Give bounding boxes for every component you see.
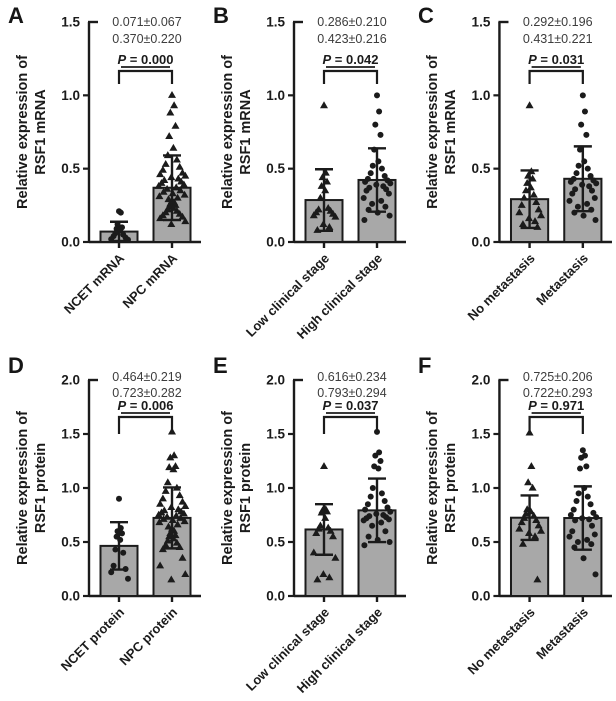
svg-text:1.0: 1.0 — [266, 88, 285, 103]
svg-text:0.5: 0.5 — [472, 535, 491, 550]
panel-c: C 0.0 0.5 1.0 1.5 No metastasis Metastasis 0.2… — [410, 0, 616, 350]
panel-b: B 0.0 0.5 1.0 1.5 Low clinical stage High cli… — [205, 0, 410, 350]
svg-text:Metastasis: Metastasis — [533, 251, 591, 309]
svg-text:NCET protein: NCET protein — [58, 604, 127, 673]
svg-text:1.0: 1.0 — [61, 88, 80, 103]
svg-text:0.0: 0.0 — [61, 589, 80, 604]
svg-text:0.431±0.221: 0.431±0.221 — [523, 32, 593, 46]
svg-text:Relative expression of: Relative expression of — [15, 55, 31, 209]
svg-text:0.0: 0.0 — [472, 235, 491, 250]
svg-text:0.725±0.206: 0.725±0.206 — [523, 370, 593, 384]
svg-text:0.370±0.220: 0.370±0.220 — [112, 32, 181, 46]
svg-text:NCET mRNA: NCET mRNA — [61, 250, 128, 317]
svg-text:P = 0.037: P = 0.037 — [322, 398, 378, 413]
svg-text:Relative expression of: Relative expression of — [15, 411, 31, 565]
svg-text:0.0: 0.0 — [266, 235, 285, 250]
svg-text:0.464±0.219: 0.464±0.219 — [112, 370, 181, 384]
svg-text:0.723±0.282: 0.723±0.282 — [112, 386, 181, 400]
svg-text:RSF1 mRNA: RSF1 mRNA — [443, 89, 459, 175]
svg-text:P = 0.006: P = 0.006 — [117, 398, 173, 413]
svg-text:1.5: 1.5 — [61, 427, 80, 442]
svg-text:0.5: 0.5 — [266, 535, 285, 550]
svg-text:1.0: 1.0 — [61, 481, 80, 496]
svg-text:2.0: 2.0 — [266, 373, 285, 388]
svg-text:NPC mRNA: NPC mRNA — [119, 250, 180, 311]
svg-text:P = 0.971: P = 0.971 — [528, 398, 584, 413]
panel-letter-e: E — [213, 353, 228, 378]
svg-text:0.0: 0.0 — [61, 235, 80, 250]
svg-text:0.423±0.216: 0.423±0.216 — [317, 32, 386, 46]
svg-text:0.0: 0.0 — [266, 589, 285, 604]
svg-text:2.0: 2.0 — [472, 373, 491, 388]
svg-text:P = 0.042: P = 0.042 — [322, 52, 378, 67]
svg-text:RSF1 protein: RSF1 protein — [238, 443, 254, 533]
panel-letter-a: A — [8, 3, 24, 28]
panel-d: D 0.0 0.5 1.0 1.5 2.0 NCET protein NPC protein… — [0, 350, 205, 701]
svg-text:Relative expression of: Relative expression of — [220, 55, 236, 209]
panel-letter-d: D — [8, 353, 24, 378]
svg-text:P = 0.000: P = 0.000 — [117, 52, 173, 67]
svg-text:No metastasis: No metastasis — [465, 251, 538, 324]
svg-text:RSF1 protein: RSF1 protein — [33, 443, 49, 533]
svg-text:0.616±0.234: 0.616±0.234 — [317, 370, 386, 384]
svg-text:1.5: 1.5 — [472, 15, 491, 30]
panel-a: A 0.0 0.5 1.0 1.5 NCET mRNA NPC mRNA 0.071±0.0… — [0, 0, 205, 350]
svg-text:RSF1 mRNA: RSF1 mRNA — [33, 89, 49, 175]
svg-text:1.0: 1.0 — [266, 481, 285, 496]
panel-f: F 0.0 0.5 1.0 1.5 2.0 No metastasis Metastasis… — [410, 350, 616, 701]
svg-text:Metastasis: Metastasis — [533, 605, 591, 663]
svg-text:0.5: 0.5 — [472, 161, 491, 176]
panel-letter-c: C — [418, 3, 434, 28]
svg-text:0.5: 0.5 — [61, 535, 80, 550]
svg-text:RSF1 protein: RSF1 protein — [443, 443, 459, 533]
svg-text:0.292±0.196: 0.292±0.196 — [523, 15, 593, 29]
svg-text:P = 0.031: P = 0.031 — [528, 52, 584, 67]
svg-text:1.5: 1.5 — [266, 15, 285, 30]
svg-text:1.5: 1.5 — [472, 427, 491, 442]
svg-text:0.0: 0.0 — [472, 589, 491, 604]
svg-text:0.071±0.067: 0.071±0.067 — [112, 15, 181, 29]
svg-text:1.0: 1.0 — [472, 481, 491, 496]
svg-text:1.5: 1.5 — [266, 427, 285, 442]
svg-text:0.5: 0.5 — [266, 161, 285, 176]
svg-text:0.286±0.210: 0.286±0.210 — [317, 15, 386, 29]
svg-text:No metastasis: No metastasis — [465, 605, 538, 678]
svg-text:1.5: 1.5 — [61, 15, 80, 30]
svg-text:Relative expression of: Relative expression of — [425, 411, 441, 565]
svg-text:1.0: 1.0 — [472, 88, 491, 103]
panel-letter-f: F — [418, 353, 432, 378]
svg-text:0.5: 0.5 — [61, 161, 80, 176]
panel-e: E 0.0 0.5 1.0 1.5 2.0 Low clinical stage High … — [205, 350, 410, 701]
svg-text:Relative expression of: Relative expression of — [425, 55, 441, 209]
svg-text:Relative expression of: Relative expression of — [220, 411, 236, 565]
svg-text:0.793±0.294: 0.793±0.294 — [317, 386, 386, 400]
svg-text:RSF1 mRNA: RSF1 mRNA — [238, 89, 254, 175]
svg-text:2.0: 2.0 — [61, 373, 80, 388]
panel-letter-b: B — [213, 3, 229, 28]
svg-text:0.722±0.293: 0.722±0.293 — [523, 386, 593, 400]
